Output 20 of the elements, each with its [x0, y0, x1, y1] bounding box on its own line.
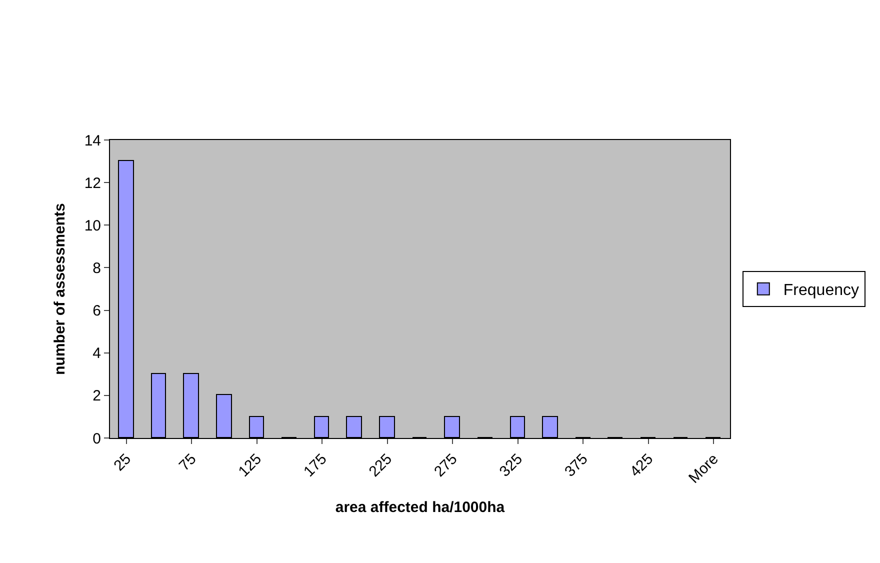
x-tick-label: 275 — [431, 450, 461, 480]
y-tick-label: 2 — [92, 388, 101, 405]
y-axis-title: number of assessments — [52, 203, 69, 375]
y-tick-label: 10 — [84, 217, 101, 234]
x-axis-title: area affected ha/1000ha — [335, 498, 506, 516]
x-tick-label: 125 — [235, 450, 265, 480]
x-tick-label: 225 — [366, 450, 396, 480]
y-tick-label: 6 — [92, 302, 101, 320]
legend-label: Frequency — [783, 282, 859, 300]
x-tick-label: 375 — [562, 450, 592, 480]
y-tick-label: 8 — [92, 260, 101, 277]
y-tick-label: 4 — [92, 345, 101, 362]
y-tick-label: 0 — [92, 430, 101, 448]
x-tick-label: 175 — [300, 450, 330, 480]
y-tick-label: 12 — [84, 174, 101, 192]
y-tick-label: 14 — [84, 132, 101, 150]
x-tick-label: 75 — [176, 450, 200, 474]
x-tick-label: 25 — [110, 450, 134, 474]
x-tick-label: 425 — [626, 450, 657, 480]
x-tick-label: 325 — [496, 450, 526, 480]
